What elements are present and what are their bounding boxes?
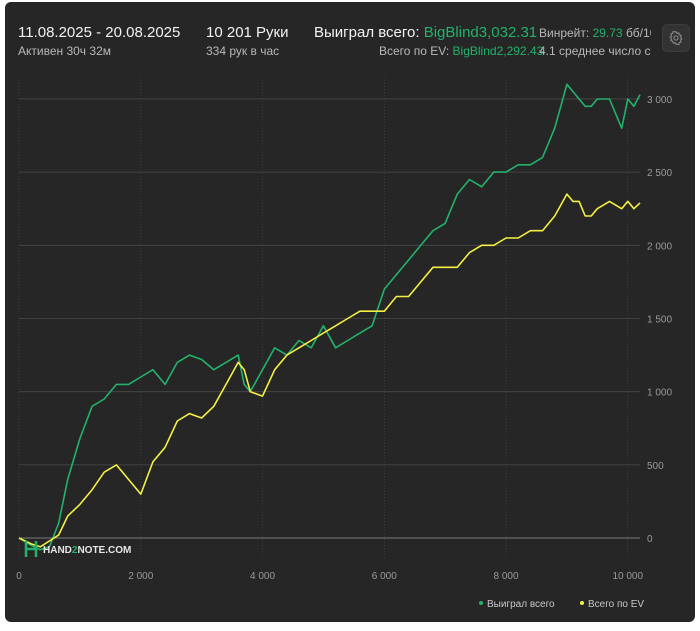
y-tick-label: 0 xyxy=(647,534,653,545)
average-stack: 4.1 среднее число ст xyxy=(539,44,651,58)
logo-text-c: NOTE.COM xyxy=(77,545,131,556)
hands-count: 10 201 Руки xyxy=(206,24,289,41)
y-tick-label: 1 000 xyxy=(647,388,672,399)
y-tick-label: 3 000 xyxy=(647,95,672,106)
hand2note-logo: HAND2NOTE.COM xyxy=(24,541,131,557)
legend-swatch-ev xyxy=(580,601,584,605)
chart-panel: 11.08.2025 - 20.08.2025 Активен 30ч 32м … xyxy=(5,2,695,622)
date-range: 11.08.2025 - 20.08.2025 xyxy=(18,24,181,41)
active-time: Активен 30ч 32м xyxy=(18,44,111,58)
winrate-label: Винрейт: xyxy=(539,26,590,40)
x-tick-label: 2 000 xyxy=(128,571,153,582)
ev-label: Всего по EV: xyxy=(379,44,450,58)
x-tick-label: 0 xyxy=(16,571,22,582)
svg-text:HAND2NOTE.COM: HAND2NOTE.COM xyxy=(43,545,131,556)
hands-per-hour: 334 рук в час xyxy=(206,44,280,58)
series-line-ev xyxy=(18,193,641,548)
legend-swatch-won xyxy=(479,601,483,605)
ev-total: Всего по EV: BigBlind2,292.43 xyxy=(379,44,543,58)
y-tick-label: 2 000 xyxy=(647,241,672,252)
ev-value: BigBlind2,292.43 xyxy=(452,44,544,58)
logo-text-a: HAND xyxy=(43,545,72,556)
winrate-value: 29.73 xyxy=(592,26,623,40)
legend-label-ev: Всего по EV xyxy=(588,599,644,610)
settings-button[interactable] xyxy=(662,24,690,52)
won-value: BigBlind3,032.31 xyxy=(423,24,538,41)
y-tick-label: 1 500 xyxy=(647,315,672,326)
x-tick-label: 6 000 xyxy=(372,571,397,582)
logo-h-icon xyxy=(24,541,38,557)
x-tick-label: 8 000 xyxy=(493,571,518,582)
x-tick-label: 4 000 xyxy=(250,571,275,582)
line-chart: 0 2 000 4 000 6 000 8 000 10 000 0 500 1 000 1 50… xyxy=(16,77,672,610)
legend-label-won: Выиграл всего xyxy=(487,599,555,610)
y-tick-label: 500 xyxy=(647,461,664,472)
won-label: Выиграл всего: xyxy=(314,24,420,41)
x-tick-label: 10 000 xyxy=(612,571,643,582)
winrate-unit: бб/100 xyxy=(625,26,651,40)
series-line-won xyxy=(18,83,641,551)
y-tick-label: 2 500 xyxy=(647,168,672,179)
winrate: Винрейт: 29.73 бб/100 xyxy=(539,26,651,40)
won-total: Выиграл всего: BigBlind3,032.31 xyxy=(314,24,537,41)
gear-icon xyxy=(669,30,683,46)
logo-text-b: 2 xyxy=(72,545,78,556)
legend: Выиграл всего Всего по EV xyxy=(479,599,644,610)
